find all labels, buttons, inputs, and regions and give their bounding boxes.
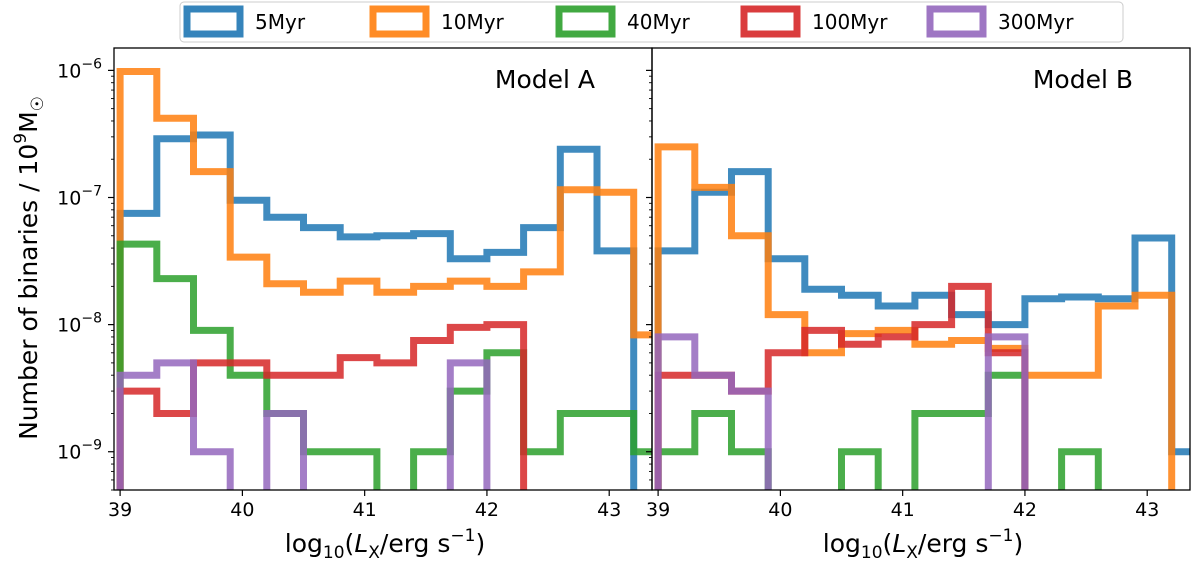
series-10myr-line [654,143,1176,490]
series-5myr-line [654,168,1190,490]
x-tick-label: 40 [230,499,254,521]
panel-label: Model A [495,65,595,94]
y-axis-label: Number of binaries / 109M☉ [11,96,48,440]
x-tick-label: 39 [108,499,132,521]
x-tick-label: 43 [1135,499,1159,521]
y-tick-label: 10−8 [57,311,102,337]
legend-label-5myr: 5Myr [255,10,306,34]
x-tick-label: 42 [475,499,499,521]
series-300myr-line [116,359,491,490]
series-300myr-line [654,333,1029,490]
series-40myr-line [654,371,1102,490]
series-10myr-line [116,68,652,490]
legend-swatch-300myr [926,5,987,38]
x-tick-label: 42 [1013,499,1037,521]
series-100myr-line [116,321,528,490]
x-tick-label: 41 [353,499,377,521]
panel-model-a: 39 40 41 42 43 Model A log10(LX/erg s−1) [108,47,653,561]
series-group [116,68,652,490]
legend-swatch-100myr [740,5,801,38]
x-tick-label: 41 [891,499,915,521]
x-axis-label: log10(LX/erg s−1) [823,526,1023,561]
y-tick-label: 10−6 [57,56,102,82]
x-tick-label: 43 [597,499,621,521]
axes-frame [651,47,1191,491]
legend-swatch-10myr [369,5,430,38]
y-tick-label: 10−9 [57,438,102,464]
legend-label-100myr: 100Myr [812,10,888,34]
legend-label-40myr: 40Myr [627,10,691,34]
x-axis-label: log10(LX/erg s−1) [285,526,485,561]
panel-model-b: 39 40 41 42 43 Model B log10(LX/erg s−1) [646,47,1191,561]
y-tick-label: 10−7 [57,184,102,210]
legend-label-10myr: 10Myr [441,10,505,34]
x-tick-label: 39 [646,499,670,521]
series-40myr-line [116,240,652,490]
legend-label-300myr: 300Myr [998,10,1074,34]
series-group [654,143,1190,490]
legend-swatch-5myr [183,5,244,38]
legend-swatch-40myr [555,5,616,38]
legend: 5Myr 10Myr 40Myr 100Myr 300Myr [179,1,1124,43]
x-tick-label: 40 [768,499,792,521]
panel-label: Model B [1033,65,1133,94]
